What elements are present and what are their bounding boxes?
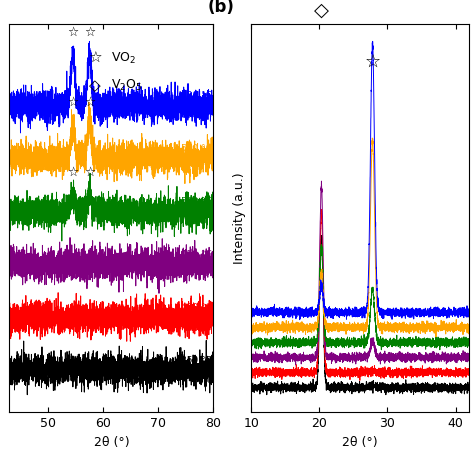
Text: ☆: ☆	[84, 166, 95, 179]
X-axis label: 2θ (°): 2θ (°)	[93, 436, 129, 449]
Text: ☆: ☆	[84, 26, 95, 39]
Text: ☆: ☆	[365, 52, 381, 70]
Text: ☆: ☆	[67, 26, 79, 39]
Text: V$_2$O$_5$: V$_2$O$_5$	[111, 78, 143, 93]
Text: VO$_2$: VO$_2$	[111, 51, 137, 66]
Text: ☆: ☆	[67, 166, 79, 179]
Text: 350 °C: 350 °C	[181, 356, 212, 365]
Y-axis label: Intensity (a.u.): Intensity (a.u.)	[233, 172, 246, 264]
Text: ☆: ☆	[88, 51, 102, 66]
Text: ◇: ◇	[314, 1, 329, 20]
Text: 550 °C: 550 °C	[181, 144, 212, 153]
Text: ☆: ☆	[67, 96, 79, 109]
Text: ◇: ◇	[89, 78, 101, 93]
X-axis label: 2θ (°): 2θ (°)	[342, 436, 378, 449]
Text: 600 °C: 600 °C	[181, 91, 212, 100]
Text: 450 °C: 450 °C	[181, 250, 212, 259]
Text: ☆: ☆	[84, 96, 95, 109]
Text: 400 °C: 400 °C	[181, 302, 212, 311]
Text: (b): (b)	[208, 0, 235, 16]
Text: 500 °C: 500 °C	[181, 197, 212, 206]
